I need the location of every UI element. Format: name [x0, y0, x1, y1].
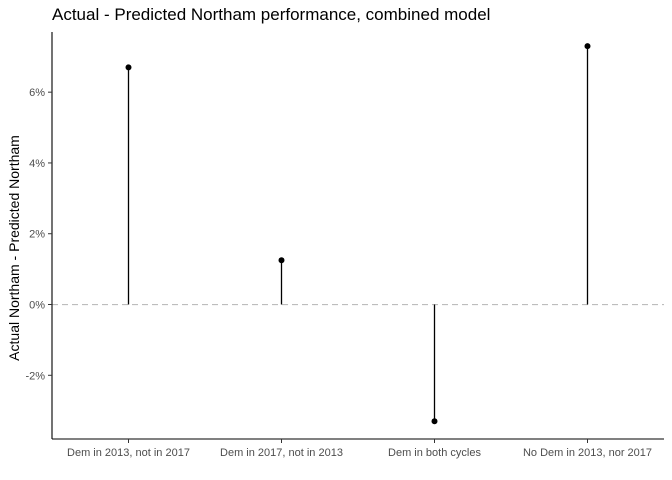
y-tick-label: 6% [29, 87, 45, 99]
chart-title: Actual - Predicted Northam performance, … [52, 5, 490, 24]
x-tick-label: No Dem in 2013, nor 2017 [523, 447, 652, 459]
x-ticks: Dem in 2013, not in 2017 Dem in 2017, not… [67, 439, 652, 459]
y-tick-label: 0% [29, 300, 45, 312]
y-axis-title: Actual Northam - Predicted Northam [6, 135, 22, 361]
data-point [584, 43, 591, 50]
points [125, 43, 591, 425]
x-tick-label: Dem in both cycles [388, 447, 481, 459]
data-point [431, 418, 438, 425]
x-tick-label: Dem in 2017, not in 2013 [220, 447, 343, 459]
y-tick-label: -2% [25, 370, 45, 382]
data-point [278, 257, 285, 264]
y-ticks: -2% 0% 2% 4% 6% [25, 87, 52, 382]
data-point [125, 64, 132, 71]
x-tick-label: Dem in 2013, not in 2017 [67, 447, 190, 459]
y-tick-label: 4% [29, 158, 45, 170]
stems [127, 46, 589, 422]
y-tick-label: 2% [29, 229, 45, 241]
